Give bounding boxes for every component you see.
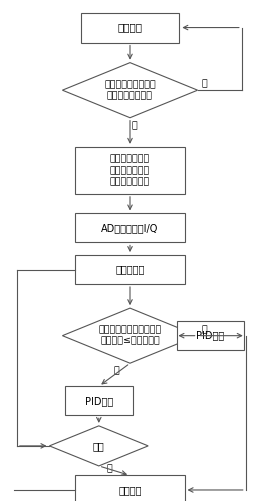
- Text: 是: 是: [113, 366, 119, 375]
- Text: 否: 否: [202, 325, 207, 334]
- Polygon shape: [62, 63, 198, 118]
- Polygon shape: [49, 426, 148, 466]
- Text: 否: 否: [202, 80, 207, 89]
- Text: 调节晶振: 调节晶振: [118, 485, 142, 495]
- Text: 是: 是: [131, 122, 137, 131]
- Text: 计算相位角: 计算相位角: [115, 265, 145, 275]
- Polygon shape: [62, 308, 198, 363]
- FancyBboxPatch shape: [75, 147, 185, 194]
- FancyBboxPatch shape: [177, 321, 244, 350]
- FancyBboxPatch shape: [75, 475, 185, 501]
- Text: 系统上电: 系统上电: [118, 23, 142, 33]
- Text: 求相邻两次的相位角的斜
率，斜率≤设定门限值: 求相邻两次的相位角的斜 率，斜率≤设定门限值: [98, 326, 162, 346]
- Text: PID细调: PID细调: [85, 396, 113, 406]
- FancyBboxPatch shape: [75, 255, 185, 284]
- Text: 调节参考频率信
号相位，并分别
与输入信号混频: 调节参考频率信 号相位，并分别 与输入信号混频: [110, 155, 150, 186]
- FancyBboxPatch shape: [75, 213, 185, 242]
- FancyBboxPatch shape: [65, 386, 133, 415]
- FancyBboxPatch shape: [81, 13, 179, 43]
- Text: 测量参考频率信号准
确度是否满足指标: 测量参考频率信号准 确度是否满足指标: [104, 80, 156, 100]
- Text: PID粗调: PID粗调: [197, 331, 225, 341]
- Text: 是: 是: [107, 464, 112, 473]
- Text: 锁定: 锁定: [93, 441, 105, 451]
- Text: AD采样和滤波I/Q: AD采样和滤波I/Q: [101, 223, 159, 233]
